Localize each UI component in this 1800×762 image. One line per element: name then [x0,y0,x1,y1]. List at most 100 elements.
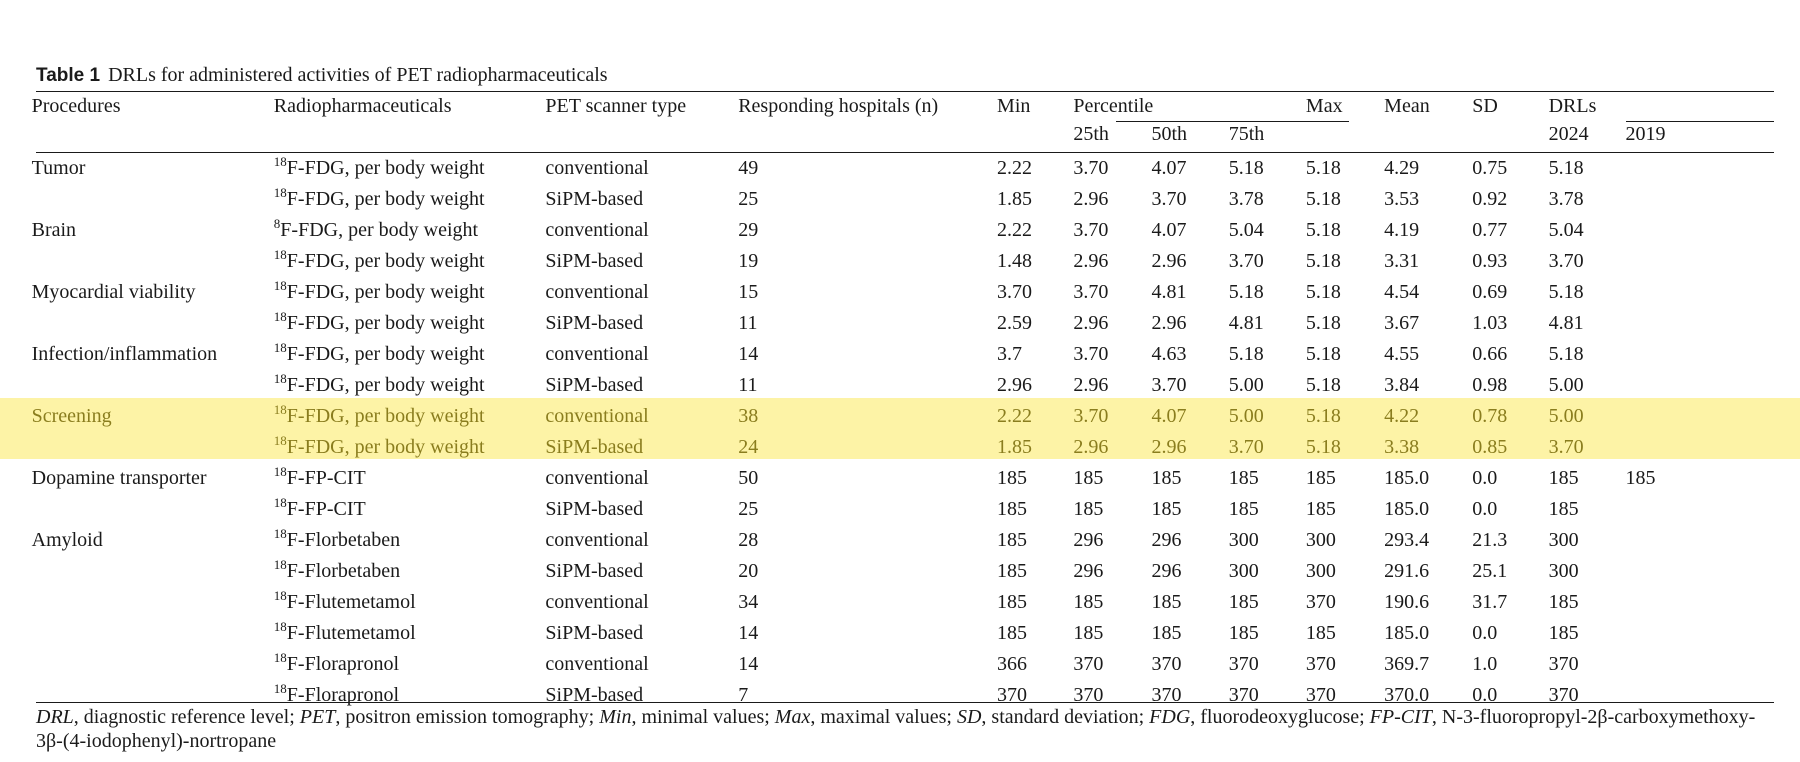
cell-sd: 0.78 [1472,405,1508,427]
cell-n: 25 [738,188,759,210]
cell-max: 5.18 [1305,405,1341,427]
cell-procedure [32,306,274,337]
percentile-rule [1116,121,1349,122]
cell-max: 185 [1305,498,1336,520]
cell-mean: 4.55 [1384,343,1420,365]
cell-min: 1.85 [997,436,1033,458]
cell-min: 185 [997,467,1028,489]
cell-procedure: Myocardial viability [31,281,196,303]
cell-radiopharmaceutical: 18F-Flutemetamol [274,616,546,647]
cell-procedure [32,616,274,647]
cell-n: 20 [738,560,759,582]
header-mean: Mean [1384,95,1430,117]
table-label: Table 1 [36,65,101,86]
cell-mean: 185.0 [1384,498,1430,520]
table-row: Dopamine transporter 18F-FP-CIT convention… [0,461,1800,492]
cell-scanner: conventional [545,405,649,427]
drug-name: F-FDG, per body weight [286,281,485,303]
row-end [1708,523,1800,554]
drug-name: F-Flutemetamol [286,622,416,644]
isotope-mass-number: 18 [273,154,287,169]
cell-mean: 291.6 [1384,560,1430,582]
cell-mean: 3.84 [1384,374,1420,396]
cell-radiopharmaceutical: 18F-Florbetaben [274,554,546,585]
cell-p50: 2.96 [1151,250,1187,272]
header-row-2: 25th 50th 75th 2024 2019 [0,121,1800,151]
cell-min: 370 [997,684,1028,706]
row-gutter [0,399,32,430]
cell-min: 2.22 [997,219,1033,241]
table-row: 18F-Florapronol conventional 14 366 370 370 37… [0,647,1800,678]
cell-p50: 296 [1151,529,1182,551]
table-row: 18F-Flutemetamol SiPM-based 14 185 185 185 185… [0,616,1800,647]
header-rule [36,152,1774,153]
highlight-band [0,398,1800,459]
cell-n: 50 [738,467,759,489]
cell-p25: 296 [1073,529,1104,551]
cell-procedure [32,585,274,616]
row-gutter [0,461,32,492]
cell-min: 1.48 [997,250,1033,272]
cell-d2024: 4.81 [1548,312,1584,334]
cell-procedure [32,554,274,585]
cell-radiopharmaceutical: 18F-FDG, per body weight [274,337,546,368]
cell-sd: 0.66 [1472,343,1508,365]
cell-scanner: conventional [545,591,649,613]
drug-name: F-FP-CIT [286,498,366,520]
cell-sd: 0.0 [1472,684,1498,706]
cell-scanner: conventional [545,219,649,241]
cell-p25: 185 [1073,622,1104,644]
cell-d2019 [1625,368,1707,399]
cell-sd: 0.0 [1472,498,1498,520]
cell-p25: 185 [1073,498,1104,520]
cell-d2019 [1625,554,1707,585]
top-rule [36,91,1774,92]
cell-procedure: Tumor [31,157,86,179]
isotope-mass-number: 18 [273,185,287,200]
header-radiopharmaceuticals: Radiopharmaceuticals [273,95,452,117]
cell-d2019 [1625,492,1707,523]
cell-d2024: 3.70 [1548,436,1584,458]
bottom-rule [36,702,1774,703]
footnote-abbr: Min [599,706,632,728]
cell-p25: 2.96 [1073,312,1109,334]
cell-mean: 190.6 [1384,591,1430,613]
header-max: Max [1305,95,1343,117]
cell-radiopharmaceutical: 18F-FDG, per body weight [274,275,546,306]
row-end [1708,368,1800,399]
cell-p50: 296 [1151,560,1182,582]
footnote-abbr: DRL [36,706,74,728]
cell-d2019 [1625,337,1707,368]
cell-scanner: SiPM-based [545,312,644,334]
cell-mean: 369.7 [1384,653,1430,675]
cell-max: 5.18 [1305,188,1341,210]
cell-p75: 5.00 [1228,405,1264,427]
footnote-abbr: SD [956,706,982,728]
cell-procedure [32,182,274,213]
cell-radiopharmaceutical: 18F-FDG, per body weight [274,244,546,275]
cell-radiopharmaceutical: 18F-Florapronol [274,647,546,678]
cell-radiopharmaceutical: 18F-Florapronol [274,678,546,709]
cell-procedure [32,430,274,461]
cell-max: 5.18 [1305,343,1341,365]
cell-radiopharmaceutical: 18F-FDG, per body weight [274,399,546,430]
table-row: 18F-FDG, per body weight SiPM-based 24 1.85… [0,430,1800,461]
cell-mean: 185.0 [1384,622,1430,644]
cell-max: 370 [1305,653,1336,675]
cell-scanner: SiPM-based [545,622,644,644]
header-min: Min [997,95,1031,117]
isotope-mass-number: 18 [273,588,287,603]
cell-mean: 4.54 [1384,281,1420,303]
cell-sd: 0.69 [1472,281,1508,303]
cell-mean: 4.22 [1384,405,1420,427]
cell-d2024: 5.00 [1548,405,1584,427]
row-gutter [0,492,32,523]
footnote-abbr: FP-CIT [1369,706,1432,728]
cell-d2019 [1625,585,1707,616]
cell-scanner: conventional [545,467,649,489]
cell-procedure [32,492,274,523]
footnote-definition: , maximal values; [810,706,957,728]
drug-name: F-FDG, per body weight [286,343,485,365]
cell-p50: 185 [1151,591,1182,613]
cell-max: 370 [1305,684,1336,706]
